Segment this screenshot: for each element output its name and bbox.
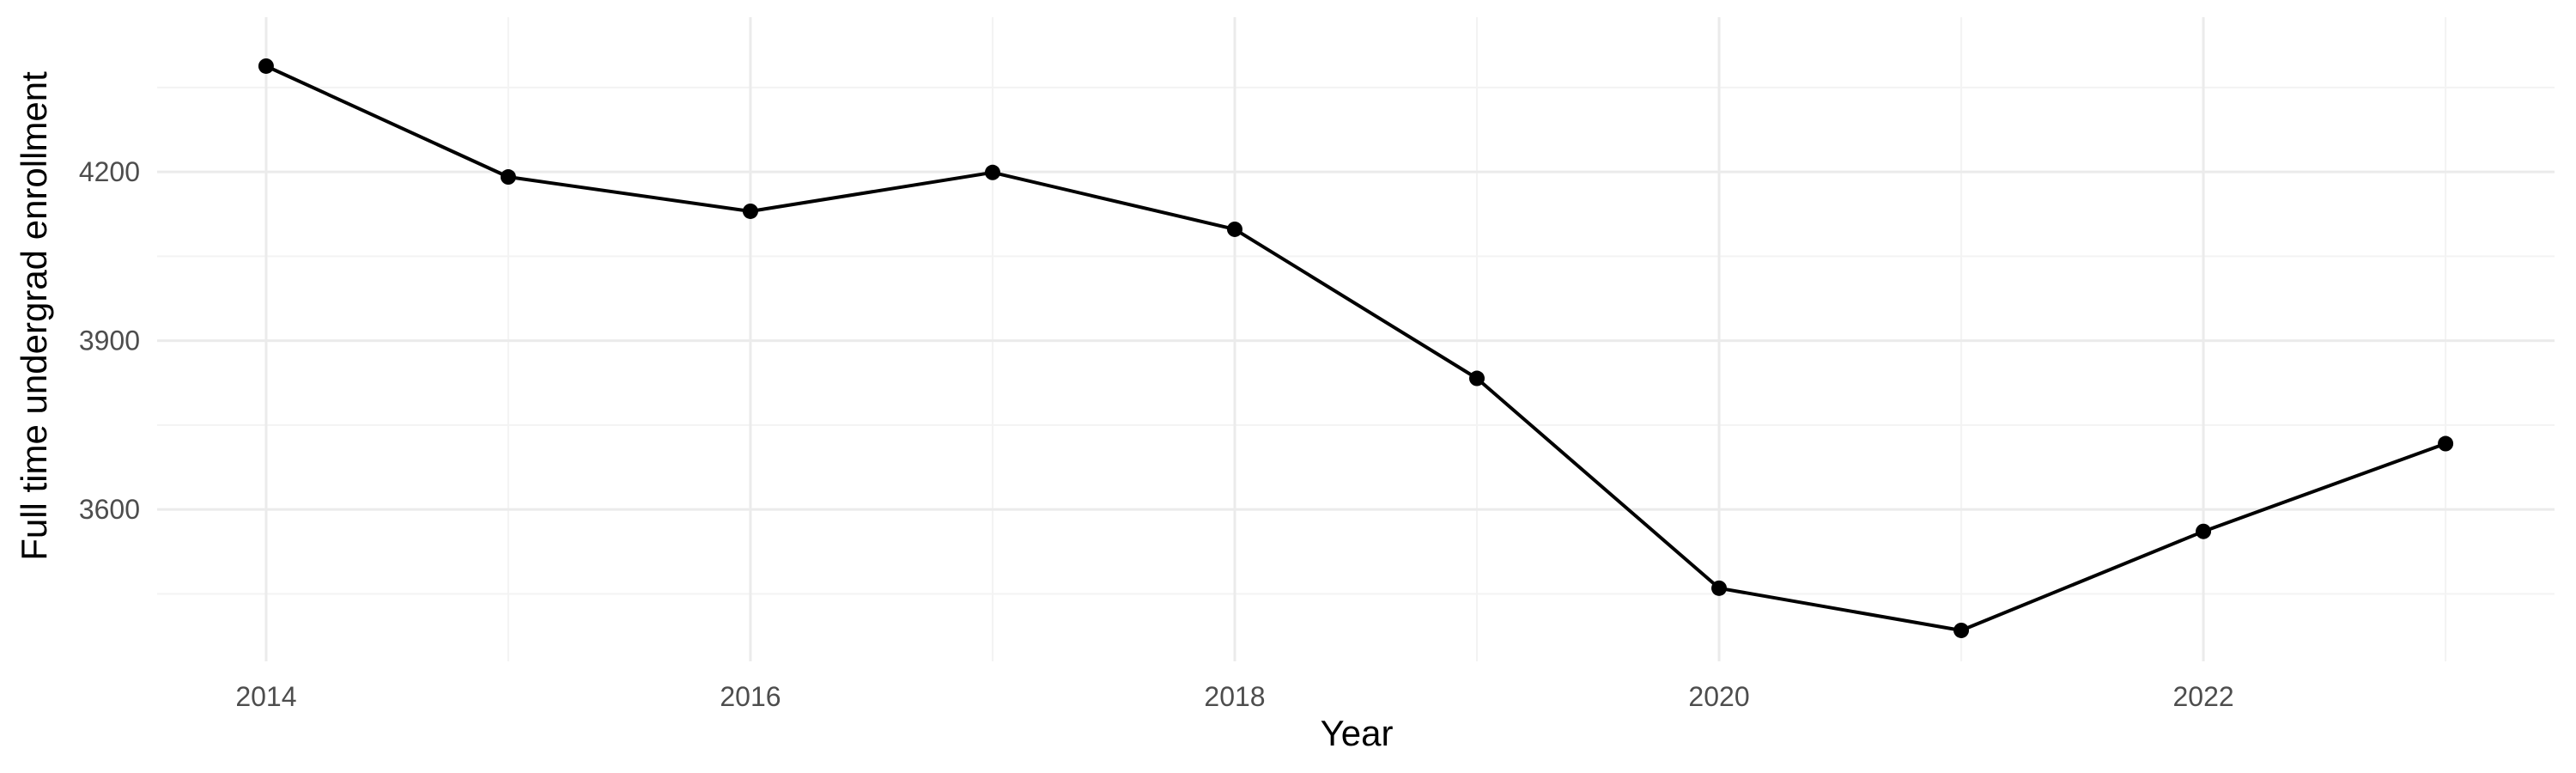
- y-tick-label: 3600: [79, 494, 140, 525]
- y-axis-title: Full time undergrad enrollment: [14, 71, 54, 561]
- y-tick-label: 3900: [79, 326, 140, 356]
- x-tick-label: 2022: [2172, 681, 2233, 712]
- gridlines: [157, 17, 2555, 661]
- x-tick-label: 2020: [1688, 681, 1749, 712]
- x-tick-label: 2018: [1204, 681, 1265, 712]
- x-tick-label: 2016: [720, 681, 781, 712]
- data-point: [1711, 580, 1728, 596]
- data-point: [1953, 622, 1970, 638]
- data-point: [258, 58, 274, 74]
- data-point: [500, 169, 516, 186]
- data-point: [2196, 523, 2212, 539]
- y-tick-label: 4200: [79, 156, 140, 187]
- data-point: [2438, 435, 2454, 452]
- data-point: [984, 164, 1000, 180]
- data-point: [1469, 370, 1485, 386]
- series-line: [264, 64, 2448, 632]
- tick-labels: 2014 2016 2018 2020 2022 3600 3900 4200: [79, 156, 2234, 712]
- data-point: [742, 203, 758, 219]
- series-layer: [258, 58, 2454, 638]
- x-tick-label: 2014: [235, 681, 296, 712]
- data-point: [1226, 221, 1242, 237]
- x-axis-title: Year: [1321, 713, 1394, 753]
